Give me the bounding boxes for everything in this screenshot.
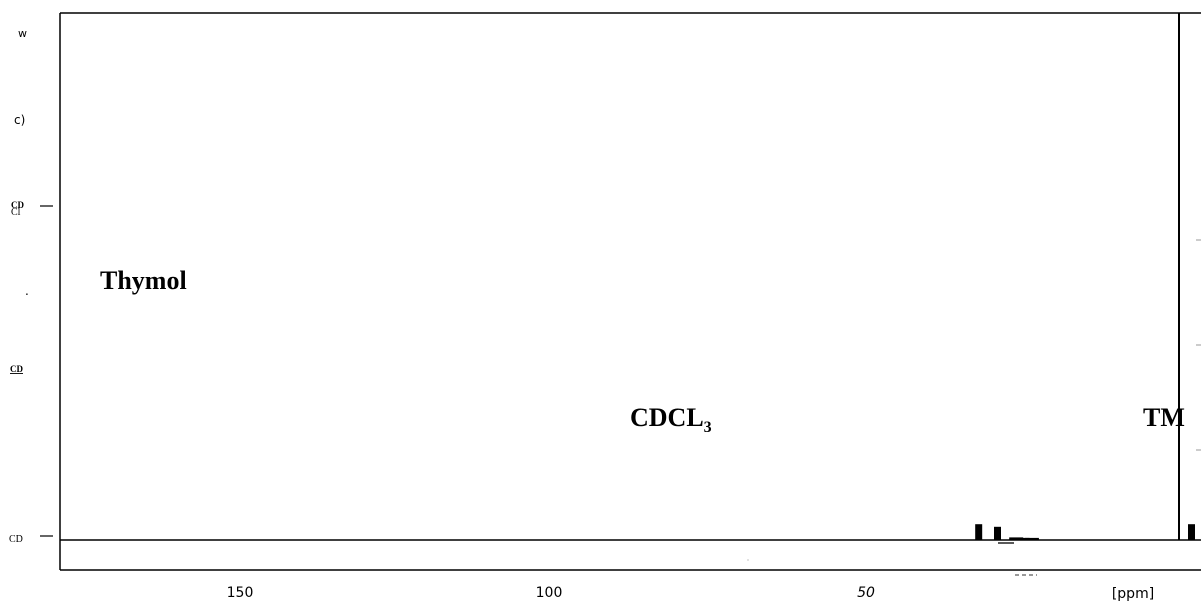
peak-3	[1015, 537, 1030, 540]
peak-1	[994, 526, 1001, 540]
side-label-cd-3: CD	[9, 534, 23, 545]
peak-0	[975, 524, 983, 540]
x-tick-50: 50	[857, 585, 875, 601]
plot-frame	[59, 12, 1201, 571]
side-label-c: c)	[14, 113, 25, 127]
annotation-cdcl3: CDCL3	[630, 403, 712, 436]
peak-5	[1178, 13, 1180, 540]
baseline-artifact-dot	[747, 559, 749, 561]
side-label-w: w	[18, 27, 27, 40]
annotation-cdcl3-sub: 3	[704, 419, 712, 436]
annotation-thymol: Thymol	[100, 266, 187, 295]
peak-6	[1188, 524, 1195, 540]
x-axis-unit: [ppm]	[1112, 586, 1154, 602]
side-label-cl: Cl	[11, 207, 21, 218]
side-label-dot: .	[25, 284, 29, 298]
annotation-cdcl3-main: CDCL	[630, 403, 704, 432]
x-tick-150: 150	[227, 585, 254, 601]
side-label-cd-1: CD	[11, 200, 24, 210]
annotation-tm: TM	[1143, 403, 1185, 432]
peak-4	[1024, 537, 1039, 540]
x-tick-100: 100	[536, 585, 563, 601]
spectrum-peaks	[975, 13, 1195, 540]
side-label-cd-2: CD	[10, 364, 23, 374]
